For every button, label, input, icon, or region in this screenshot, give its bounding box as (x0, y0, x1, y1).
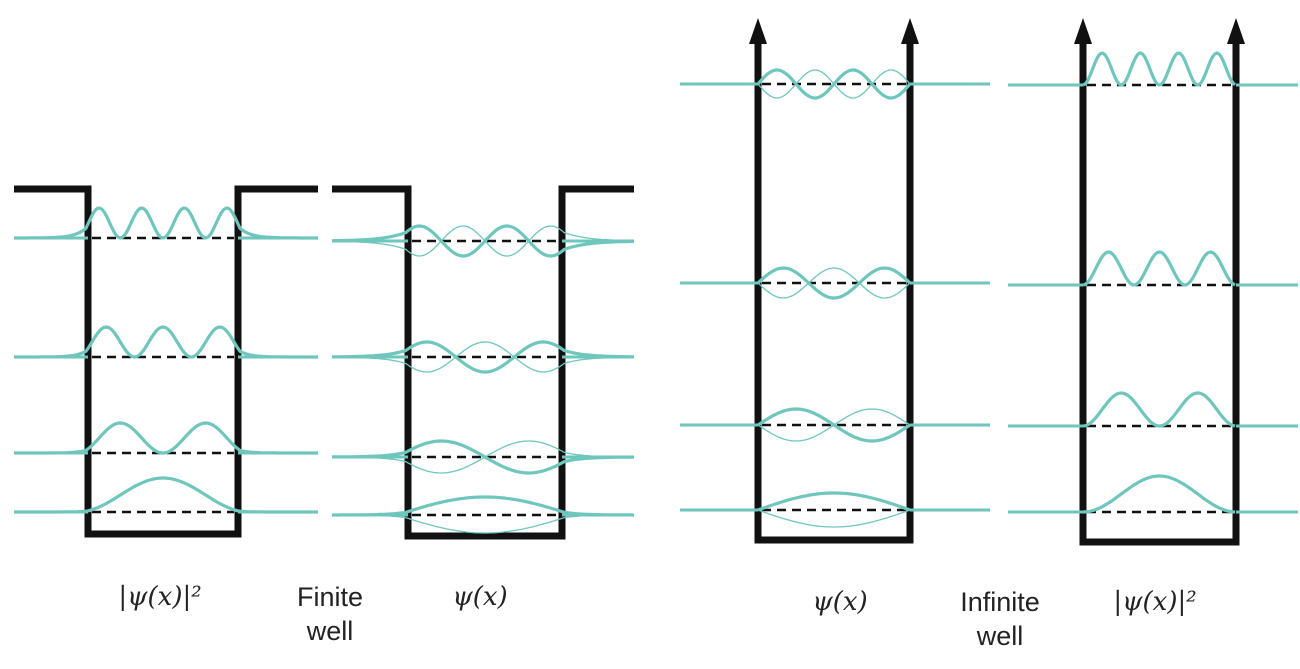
infinite-psi-level-4 (680, 70, 990, 98)
infinite-prob-label: |ψ(x)|² (1075, 585, 1235, 619)
finite-prob-probability-curve-4 (14, 208, 318, 238)
infinite-psi-left-arrow (749, 18, 767, 44)
infinite-psi-wavefunction-mirror-1 (758, 510, 910, 527)
finite-prob-probability-curve-1 (14, 478, 318, 512)
finite-psi-level-1 (332, 497, 634, 533)
infinite-psi-label: ψ(x) (770, 585, 910, 619)
infinite-psi-level-1 (680, 493, 990, 527)
infinite-psi-wavefunction-curve-1 (758, 493, 910, 510)
finite-psi-level-4 (332, 226, 634, 256)
infinite-prob-level-2 (1008, 393, 1298, 426)
infinite-well-label: Infinite well (935, 585, 1065, 653)
infinite-prob-level-4 (1008, 53, 1298, 85)
finite-prob-well-outline (14, 189, 318, 534)
finite-psi-level-2 (332, 441, 634, 473)
finite-prob-label: |ψ(x)|² (80, 580, 240, 614)
infinite-prob-right-arrow (1227, 18, 1245, 44)
infinite-prob-probability-curve-2 (1083, 393, 1235, 426)
finite-psi-wavefunction-curve-2 (332, 441, 634, 473)
finite-prob-probability-curve-2 (14, 423, 318, 453)
finite-psi-level-3 (332, 342, 634, 372)
infinite-psi-level-3 (680, 268, 990, 298)
finite-psi-wavefunction-curve-1 (332, 497, 634, 515)
finite-prob-level-2 (14, 423, 318, 453)
finite-well-label-line1: Finite (270, 580, 390, 614)
infinite-prob-left-arrow (1074, 18, 1092, 44)
infinite-prob-level-1 (1008, 476, 1298, 512)
infinite-prob-well-outline (1083, 38, 1236, 542)
infinite-well-label-line1: Infinite (935, 585, 1065, 619)
infinite-psi-level-2 (680, 409, 990, 441)
infinite-prob-probability-curve-3 (1083, 252, 1235, 285)
infinite-prob-probability-curve-1 (1083, 476, 1235, 512)
finite-prob-level-1 (14, 478, 318, 512)
infinite-well-label-line2: well (935, 619, 1065, 653)
infinite-prob-probability-curve-4 (1083, 53, 1235, 85)
infinite-prob-level-3 (1008, 252, 1298, 285)
finite-prob-probability-curve-3 (14, 327, 318, 357)
finite-well-label-line2: well (270, 614, 390, 648)
finite-psi-wavefunction-mirror-1 (332, 515, 634, 533)
infinite-psi-well-outline (758, 38, 910, 540)
finite-prob-level-4 (14, 208, 318, 238)
finite-prob-level-3 (14, 327, 318, 357)
finite-well-label: Finite well (270, 580, 390, 648)
infinite-psi-right-arrow (901, 18, 919, 44)
finite-psi-label: ψ(x) (410, 580, 550, 614)
